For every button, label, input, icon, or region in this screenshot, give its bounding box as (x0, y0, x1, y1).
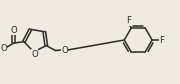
Text: O: O (31, 50, 38, 59)
Text: O: O (61, 46, 68, 55)
Text: F: F (126, 16, 131, 25)
Text: O: O (0, 44, 7, 53)
Text: F: F (160, 36, 165, 45)
Text: O: O (10, 26, 17, 35)
